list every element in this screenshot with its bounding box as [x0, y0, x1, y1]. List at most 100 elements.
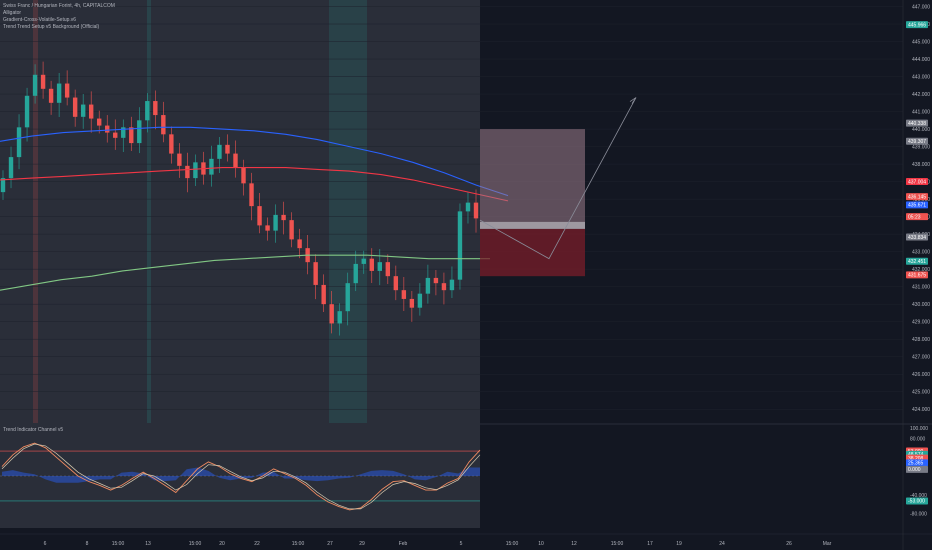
history-shading [0, 0, 480, 423]
price-tick-label: 444.000 [912, 57, 930, 63]
osc-tick-label: 80.000 [910, 436, 926, 442]
legend-indicator-2: Gradient-Cross-Volatile-Setup.v6 [3, 17, 77, 23]
candle-body [457, 211, 463, 280]
candle-body [465, 202, 471, 212]
price-badge-label: 432.451 [908, 259, 926, 265]
candle-body [441, 283, 447, 291]
time-tick-label: 15:00 [112, 541, 125, 547]
candle-body [345, 283, 350, 312]
price-tick-label: 438.000 [912, 162, 930, 168]
ma-line-1 [0, 167, 509, 202]
candle-body [329, 304, 334, 324]
price-badge [906, 201, 928, 209]
candle-body [409, 298, 415, 308]
price-tick-label: 440.000 [912, 127, 930, 133]
candle-body [233, 153, 238, 168]
projection-arrowhead [629, 97, 637, 104]
candle-body [337, 311, 342, 324]
entry-marker [480, 221, 585, 229]
time-tick-label: 29 [359, 541, 365, 547]
candle-body [393, 276, 399, 291]
osc-badge [906, 497, 928, 505]
price-badge-label: 433.834 [908, 235, 926, 241]
candle-body [153, 101, 158, 116]
time-tick-label: 22 [254, 541, 260, 547]
candle-body [0, 178, 6, 193]
candle-body [361, 258, 366, 264]
price-tick-label: 430.000 [912, 302, 930, 308]
candle-body [425, 277, 431, 294]
candle-body [225, 144, 230, 154]
candle-body [417, 293, 423, 308]
time-tick-label: 24 [719, 541, 725, 547]
time-tick-label: 17 [647, 541, 653, 547]
price-badge-label: 05:23 [908, 214, 921, 220]
legend-title: Swiss Franc / Hungarian Forint, 4h, CAPI… [3, 3, 115, 9]
candle-body [40, 74, 46, 89]
osc-badge [906, 459, 928, 467]
legend-indicator-1: Alligator [3, 10, 22, 16]
candle-body [16, 127, 22, 158]
highlight-band-green [329, 0, 367, 423]
candle-body [129, 127, 134, 144]
price-tick-label: 443.000 [912, 75, 930, 81]
candle-body [64, 83, 70, 98]
candle-body [56, 83, 62, 103]
price-badge [906, 178, 928, 186]
time-tick-label: 27 [327, 541, 333, 547]
candle-body [249, 183, 254, 207]
time-tick-label: Mar [823, 541, 832, 547]
price-badge-label: 440.338 [908, 121, 926, 127]
candle-body [313, 262, 318, 285]
candle-body [289, 220, 294, 240]
candle-body [473, 202, 479, 219]
time-tick-label: 15:00 [189, 541, 202, 547]
price-tick-label: 431.000 [912, 285, 930, 291]
chart-legend: Swiss Franc / Hungarian Forint, 4h, CAPI… [3, 3, 115, 31]
price-badge-label: 431.675 [908, 273, 926, 279]
oscillator-title: Trend Indicator Channel v5 [3, 427, 64, 433]
price-tick-label: 445.000 [912, 40, 930, 46]
time-tick-label: 12 [571, 541, 577, 547]
candle-body [449, 279, 455, 291]
time-tick-label: 6 [44, 541, 47, 547]
price-tick-label: 432.000 [912, 267, 930, 273]
price-tick-label: 433.000 [912, 250, 930, 256]
price-tick-label: 427.000 [912, 355, 930, 361]
osc-tick-label: -40.000 [910, 493, 927, 499]
osc-badge-label: 25.365 [908, 461, 924, 467]
time-tick-label: Feb [399, 541, 408, 547]
price-badge-label: 439.307 [908, 139, 926, 145]
candle-body [8, 157, 14, 179]
osc-tick-label: -80.000 [910, 512, 927, 518]
candle-body [24, 95, 30, 128]
candle-body [48, 88, 54, 103]
osc-badge-label: 38.208 [908, 456, 924, 462]
time-tick-label: 5 [460, 541, 463, 547]
price-badge [906, 21, 928, 29]
price-tick-label: 425.000 [912, 390, 930, 396]
price-badge [906, 271, 928, 279]
candle-body [169, 134, 174, 154]
candle-body [145, 101, 150, 121]
price-badge-label: 435.671 [908, 203, 926, 209]
osc-badge-label: -53.000 [908, 499, 925, 505]
osc-tick-label: 100.000 [910, 426, 928, 432]
candle-body [353, 263, 358, 284]
candle-body [32, 74, 38, 96]
candle-body [193, 162, 198, 179]
price-tick-label: 447.000 [912, 5, 930, 11]
price-badge [906, 213, 928, 221]
price-tick-label: 429.000 [912, 320, 930, 326]
price-tick-label: 436.000 [912, 197, 930, 203]
osc-line-wt2 [1, 443, 481, 510]
candle-body [369, 258, 374, 271]
candles-group [0, 61, 479, 336]
candle-body [281, 214, 286, 221]
candle-body [161, 115, 166, 135]
osc-badge [906, 465, 928, 473]
candle-body [241, 167, 246, 184]
candle-body [385, 262, 391, 277]
candle-body [137, 120, 142, 144]
